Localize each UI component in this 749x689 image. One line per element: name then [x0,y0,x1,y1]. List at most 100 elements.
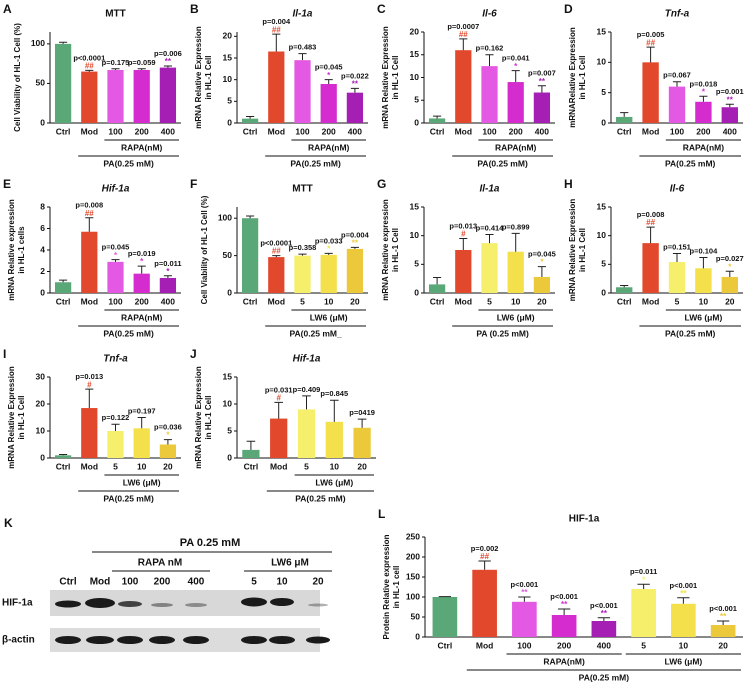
group-label: RAPA(nM) [121,142,163,152]
blot-group: RAPA nM [138,558,182,569]
band [308,603,328,607]
error-bar [324,252,333,255]
error-bar [111,259,120,262]
bar [533,92,551,123]
error-bar [163,65,172,68]
x-tick-label: 20 [718,640,728,650]
error-bar [699,256,708,269]
band [241,597,267,607]
panel-label: F [190,177,197,191]
group-label: LW6 (μM) [123,477,161,487]
bar [133,69,150,123]
bar [320,84,337,123]
bar [481,243,498,293]
x-tick-label: 200 [557,640,571,650]
error-bar [324,79,333,84]
x-tick-label: 10 [699,296,709,306]
x-tick-label: 200 [135,296,149,306]
group-label: RAPA(nM) [121,312,163,322]
bar [432,597,458,637]
bar [270,418,288,458]
p-value-label: p<0.0001 [73,53,105,62]
x-tick-label: 10 [324,296,334,306]
group-label: PA(0.25 mM) [665,158,716,168]
significance-label: ** [720,612,727,621]
y-axis-label: Cell Viability of HL-1 Cell (%) [13,23,22,132]
x-tick-label: 10 [511,296,521,306]
bar [616,116,633,123]
y-axis-label: mRNA Relative Expression [194,26,203,129]
p-value-label: p=0.045 [102,243,130,252]
error-bar [672,81,682,87]
error-bar [478,560,491,570]
group-label: PA(0.25 mM) [579,672,630,682]
chart-title: Il-6 [670,184,685,195]
p-value-label: p<0.0001 [260,239,292,248]
y-tick-label: 6 [40,223,45,233]
bar [616,287,633,293]
y-tick-label: 0 [40,117,45,127]
p-value-label: p=0.162 [476,44,504,53]
band [183,636,209,644]
y-axis-label: in HL-1 Cell [17,395,26,439]
y-tick-label: 5 [227,96,232,106]
group-label: PA(0.25 mM) [103,493,154,503]
bar [455,250,472,293]
x-tick-label: Ctrl [244,461,259,471]
p-value-label: p=0.002 [471,544,499,553]
significance-label: * [327,71,331,80]
y-axis-label: in HL-1 Cell [578,228,587,272]
group-label: LW6 (μM) [664,656,702,666]
x-tick-label: Mod [81,461,98,471]
bar [695,268,712,293]
lane-label: 10 [276,577,288,588]
y-tick-label: 50 [36,78,46,88]
x-tick-label: 400 [161,296,175,306]
y-axis-label: in HL-1 Cell [391,228,400,272]
significance-label: ** [601,609,608,618]
significance-label: * [166,431,170,440]
group-label: LW6 (μM) [315,477,353,487]
error-bar [272,255,281,258]
p-value-label: p=0.0007 [447,22,479,31]
group-label: PA(0.25 mM) [290,158,341,168]
p-value-label: p<0.001 [670,581,698,590]
significance-label: * [540,258,544,267]
x-tick-label: 20 [537,296,547,306]
significance-label: ## [646,218,655,227]
y-axis-label: Protein Relative expression [382,534,391,639]
y-tick-label: 5 [601,87,606,97]
x-tick-label: 10 [330,461,340,471]
significance-label: ** [680,589,687,598]
x-tick-label: 5 [113,461,118,471]
y-tick-label: 100 [31,38,45,48]
error-bar [246,116,255,119]
x-tick-label: 5 [675,296,680,306]
bar [294,60,311,123]
y-tick-label: 5 [601,259,606,269]
group-label: PA(0.25 mM) [103,328,154,338]
p-value-label: p=0.001 [716,87,744,96]
p-value-label: p=0.045 [315,63,343,72]
significance-label: ## [85,61,94,70]
significance-label: * [642,575,646,584]
chart-title: Tnf-a [665,9,690,20]
x-tick-label: 5 [641,640,646,650]
bar [710,625,736,637]
y-tick-label: 5 [414,95,419,105]
p-value-label: p=0.008 [637,210,665,219]
lane-label: 100 [122,577,139,588]
bar [668,262,686,293]
p-value-label: p=0.018 [690,79,718,88]
panel-label: L [378,507,385,521]
group-label: PA(0.25 mM) [477,158,528,168]
bar [54,43,72,123]
chart-title: MTT [105,9,126,20]
p-value-label: p=0.197 [128,406,156,415]
p-value-label: p=0.027 [716,254,744,263]
bar [297,409,316,458]
p-value-label: p=0.122 [102,413,130,422]
bar [428,284,446,293]
p-value-label: p=0.845 [320,389,348,398]
error-bar [537,266,546,277]
